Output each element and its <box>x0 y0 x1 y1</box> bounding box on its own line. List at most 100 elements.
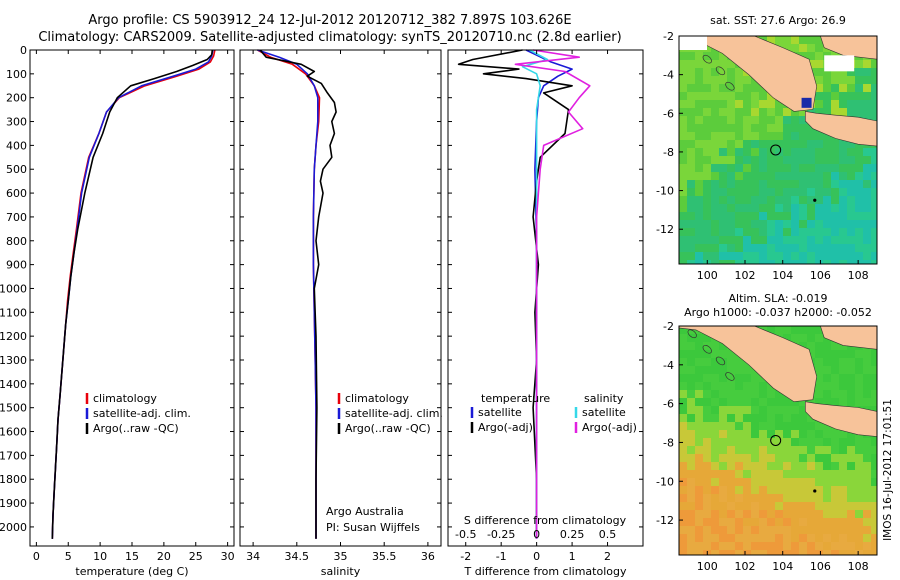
map-cell <box>711 172 719 180</box>
map-cell <box>719 550 727 555</box>
map-cell <box>847 100 855 108</box>
map-cell <box>863 148 871 156</box>
x-tick-label: 35.5 <box>372 550 397 563</box>
map-cell <box>799 542 807 550</box>
map-cell <box>847 494 855 502</box>
map-cell <box>735 188 743 196</box>
map-cell <box>735 100 743 108</box>
map-cell <box>823 92 831 100</box>
map-cell <box>847 398 855 406</box>
map-cell <box>823 196 831 204</box>
x-tick-label: 0 <box>33 550 40 563</box>
map-cell <box>855 244 863 252</box>
map-cell <box>767 180 775 188</box>
map-cell <box>807 244 815 252</box>
map-cell <box>823 390 831 398</box>
map-cell <box>711 188 719 196</box>
map-cell <box>727 172 735 180</box>
map-cell <box>799 164 807 172</box>
map-cell <box>711 220 719 228</box>
map-cell <box>863 156 871 164</box>
map-cell <box>727 406 735 414</box>
map-cell <box>855 228 863 236</box>
map-cell <box>743 422 751 430</box>
map-cell <box>687 188 695 196</box>
map-cell <box>783 236 791 244</box>
map-cell <box>783 196 791 204</box>
map-y-tick-label: -2 <box>663 320 674 333</box>
map-cell <box>735 116 743 124</box>
map-cell <box>703 398 711 406</box>
map-cell <box>679 244 687 252</box>
map-cell <box>847 542 855 550</box>
map-cell <box>847 486 855 494</box>
map-cell <box>791 478 799 486</box>
map-cell <box>871 382 877 390</box>
map-cell <box>703 220 711 228</box>
map-cell <box>775 510 783 518</box>
map-cell <box>799 518 807 526</box>
map-cell <box>695 406 703 414</box>
map-cell <box>871 260 877 264</box>
map-cell <box>855 454 863 462</box>
map-cell <box>711 478 719 486</box>
annotation-line: Argo Australia <box>326 505 404 518</box>
map-cell <box>799 108 807 116</box>
map-cell <box>823 486 831 494</box>
map-cell <box>735 470 743 478</box>
map-cell <box>871 486 877 494</box>
map-cell <box>839 68 847 76</box>
map-cell <box>775 252 783 260</box>
map-cell <box>855 172 863 180</box>
map-cell <box>767 196 775 204</box>
map-x-tick-label: 102 <box>735 269 756 282</box>
map-cell <box>871 470 877 478</box>
map-cell <box>711 244 719 252</box>
map-cell <box>727 398 735 406</box>
map-cell <box>727 188 735 196</box>
map-cell <box>703 60 711 68</box>
map-cell <box>767 542 775 550</box>
map-cell <box>743 180 751 188</box>
map-cell <box>759 180 767 188</box>
map-cell <box>831 478 839 486</box>
map-cell <box>823 542 831 550</box>
map-cell <box>695 196 703 204</box>
map-cell <box>727 92 735 100</box>
difference-panel-series-temperature-argo <box>457 49 573 539</box>
map-cell <box>727 244 735 252</box>
map-cell <box>791 422 799 430</box>
map-cell <box>687 244 695 252</box>
map-cell <box>711 92 719 100</box>
map-cell <box>839 220 847 228</box>
map-cell <box>823 398 831 406</box>
map-cell <box>807 188 815 196</box>
map-cell <box>807 414 815 422</box>
map-cell <box>727 550 735 555</box>
map-cell <box>823 108 831 116</box>
map-cell <box>711 534 719 542</box>
map-cell <box>711 156 719 164</box>
map-cell <box>743 550 751 555</box>
map-cell <box>855 76 863 84</box>
map-cell <box>839 260 847 264</box>
map-cell <box>735 478 743 486</box>
map-cell <box>759 478 767 486</box>
map-cell <box>799 342 807 350</box>
map-cell <box>743 92 751 100</box>
map-cell <box>687 196 695 204</box>
map-cell <box>703 252 711 260</box>
map-cell <box>703 204 711 212</box>
map-cell <box>847 526 855 534</box>
map-cell <box>775 196 783 204</box>
map-cell <box>687 342 695 350</box>
map-cell <box>783 132 791 140</box>
map-cell <box>687 398 695 406</box>
map-cell <box>743 220 751 228</box>
map-cell <box>831 148 839 156</box>
map-cell <box>847 478 855 486</box>
map-cell <box>727 414 735 422</box>
map-cell <box>783 414 791 422</box>
map-cell <box>799 204 807 212</box>
y-tick-label: 1200 <box>0 330 27 343</box>
